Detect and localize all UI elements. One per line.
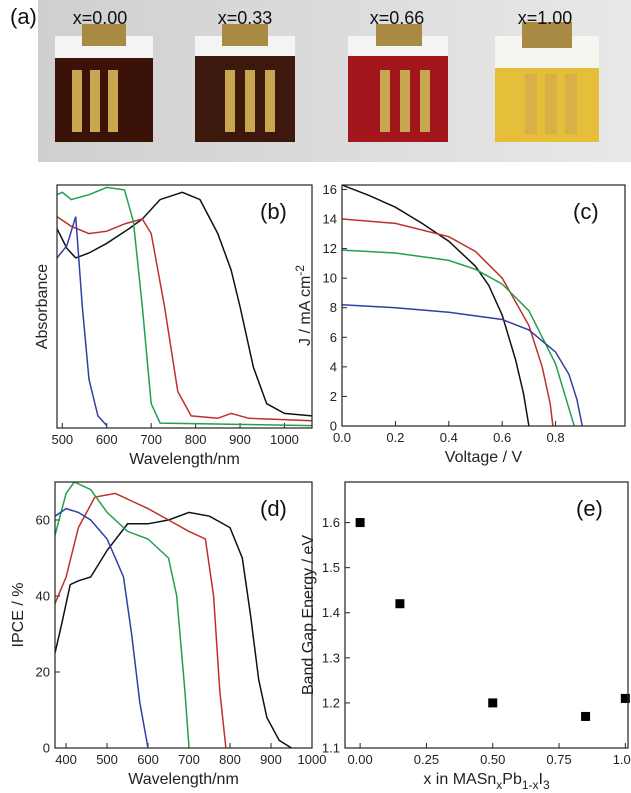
data-line [57,191,312,417]
x-tick-label: 600 [96,432,118,447]
data-point [488,698,498,708]
data-line [57,215,312,422]
x-tick-label: 700 [140,432,162,447]
data-line [57,216,108,427]
y-axis-label: IPCE / % [10,583,27,648]
x-tick-label: 600 [137,752,159,767]
data-line [342,304,584,426]
label-part: x in MASn [423,771,496,788]
y-tick-label: 10 [323,271,337,286]
data-line [55,511,292,748]
y-tick-label: 16 [323,182,337,197]
label-part: x [496,778,502,792]
sample [195,24,295,142]
y-tick-label: 12 [323,241,337,256]
sample-label: x=0.33 [218,8,273,28]
data-line [342,249,576,426]
x-tick-label: 0.0 [333,430,351,445]
plot-area [57,186,312,427]
x-tick-label: 0.6 [493,430,511,445]
sample-label: x=1.00 [518,8,573,28]
y-axis-label: J / mA cm-2 [293,265,314,346]
data-point [581,711,591,721]
plot-frame [341,184,626,427]
x-tick-label: 900 [229,432,251,447]
label-part: J / mA cm [297,276,314,346]
panel-label: (c) [573,199,599,224]
label-part: 1-x [522,778,539,792]
x-tick-label: 0.2 [386,430,404,445]
plot-frame [56,184,313,429]
data-line [55,507,149,748]
data-line [55,492,227,748]
x-tick-label: 700 [178,752,200,767]
data-point [620,693,630,703]
x-tick-label: 1.00 [613,752,631,767]
x-tick-label: 0.25 [414,752,439,767]
y-axis-label: Band Gap Energy / eV [300,535,317,695]
x-tick-label: 0.4 [440,430,458,445]
plot-area [342,185,584,426]
sample-label: x=0.66 [370,8,425,28]
y-tick-label: 1.4 [322,605,340,620]
x-axis-label: Wavelength/nm [128,771,239,788]
data-line [342,185,530,426]
x-tick-label: 0.75 [546,752,571,767]
label-part: 3 [543,778,550,792]
y-tick-label: 20 [36,665,50,680]
y-tick-label: 1.3 [322,650,340,665]
x-tick-label: 0.50 [480,752,505,767]
plot-frame [54,481,313,749]
label-part: Pb [502,771,522,788]
y-tick-label: 8 [330,300,337,315]
y-tick-label: 14 [323,212,337,227]
label-part: -2 [293,265,307,276]
x-tick-label: 500 [51,432,73,447]
sample-label: x=0.00 [73,8,128,28]
panel-label: (b) [260,199,287,224]
y-tick-label: 4 [330,359,337,374]
y-axis-label: Absorbance [34,264,51,349]
panel-label: (a) [10,4,37,29]
data-point [355,518,365,528]
x-axis-label: Voltage / V [445,449,523,466]
sample [348,24,448,142]
x-axis-label: Wavelength/nm [129,451,240,468]
plot-area [55,482,292,748]
y-tick-label: 40 [36,589,50,604]
y-tick-label: 1.2 [322,695,340,710]
x-tick-label: 800 [219,752,241,767]
x-tick-label: 0.8 [547,430,565,445]
y-tick-label: 2 [330,389,337,404]
x-tick-label: 1000 [270,432,299,447]
x-tick-label: 1000 [298,752,327,767]
x-tick-label: 400 [55,752,77,767]
data-line [342,218,554,426]
x-tick-label: 800 [185,432,207,447]
label-part: I [539,771,543,788]
y-tick-label: 1.1 [322,741,340,756]
sample [55,24,153,142]
panel-label: (d) [260,496,287,521]
y-tick-label: 0 [43,741,50,756]
data-line [57,186,312,427]
y-tick-label: 6 [330,330,337,345]
x-tick-label: 900 [260,752,282,767]
y-tick-label: 60 [36,513,50,528]
data-point [395,599,405,609]
x-axis-label: x in MASnxPb1-xI3 [423,771,550,792]
x-tick-label: 500 [96,752,118,767]
data-line [55,482,190,748]
y-tick-label: 0 [330,419,337,434]
y-tick-label: 1.5 [322,560,340,575]
plot-frame [344,481,629,749]
x-tick-label: 0.00 [347,752,372,767]
panel-label: (e) [576,496,603,521]
photo-panel: (a) x=0.00 x=0.33 x=0.66 x=1.00 [10,0,631,162]
y-tick-label: 1.6 [322,515,340,530]
sample [495,22,599,142]
